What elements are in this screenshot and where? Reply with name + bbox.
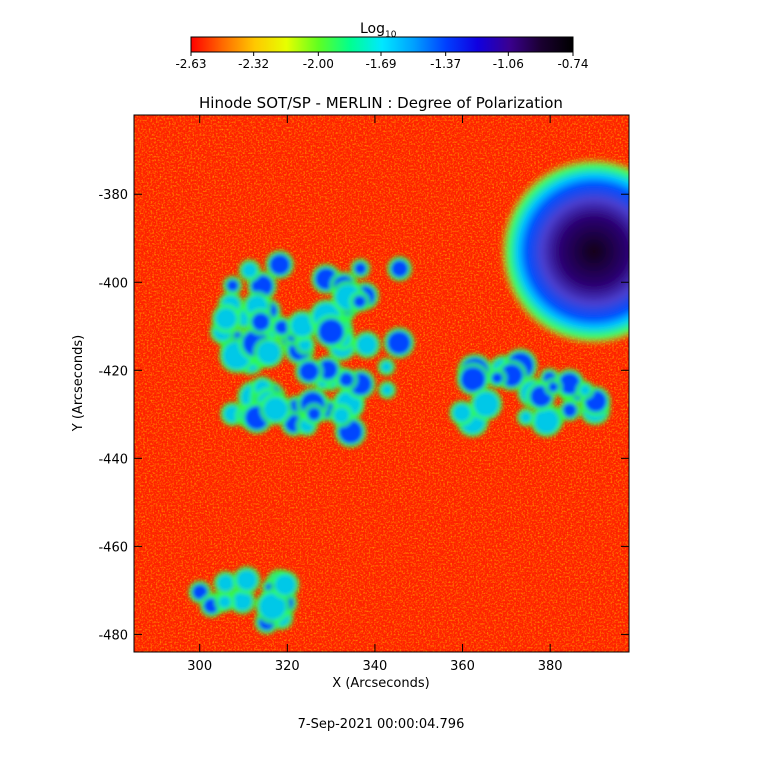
plage-core — [274, 320, 289, 335]
x-tick-label: 380 — [538, 659, 563, 674]
plage-core — [290, 314, 314, 337]
x-tick-label: 360 — [450, 659, 475, 674]
plage-core — [274, 574, 296, 596]
plage-core — [357, 334, 377, 355]
y-tick-label: -420 — [98, 364, 128, 379]
colorbar-tick-label: -2.32 — [238, 57, 269, 71]
plage-core — [269, 254, 291, 276]
plage-core — [354, 262, 367, 275]
plage-core — [558, 372, 581, 395]
plage-core — [192, 584, 208, 600]
plage-core — [307, 407, 321, 421]
x-axis-label: X (Arcseconds) — [332, 676, 429, 691]
plage-core — [562, 403, 577, 418]
colorbar-title: Log10 — [360, 21, 397, 40]
colorbar-tick-label: -1.69 — [365, 57, 396, 71]
plage-core — [251, 312, 271, 332]
footer-timestamp: 7-Sep-2021 00:00:04.796 — [298, 717, 465, 732]
plage-core — [381, 361, 392, 373]
plage-core — [226, 279, 239, 292]
plage-core — [390, 260, 409, 278]
colorbar-tick-label: -1.37 — [430, 57, 461, 71]
y-tick-label: -480 — [98, 628, 128, 643]
plage-core — [298, 338, 312, 351]
plage-core — [333, 407, 350, 424]
plage-core — [257, 340, 281, 364]
x-axis: 300 320 340 360 380 — [187, 115, 563, 674]
plage-core — [473, 391, 499, 417]
y-axis-label: Y (Arcseconds) — [71, 335, 86, 432]
y-tick-label: -440 — [98, 452, 128, 467]
colorbar-tick-label: -2.63 — [175, 57, 206, 71]
colorbar-ticks: -2.63 -2.32 -2.00 -1.69 -1.37 -1.06 -0.74 — [175, 52, 589, 71]
plage-core — [460, 366, 486, 392]
y-axis: -380 -400 -420 -440 -460 -480 — [98, 188, 629, 643]
plage-core — [381, 384, 393, 396]
plage-core — [217, 574, 234, 592]
plage-core — [534, 409, 559, 434]
plage-core — [317, 359, 338, 380]
plage-core — [215, 308, 237, 330]
colorbar-tick-label: -2.00 — [303, 57, 334, 71]
plage-core — [318, 318, 345, 345]
y-tick-label: -400 — [98, 276, 128, 291]
plage-core — [453, 404, 471, 422]
plage-core — [298, 361, 320, 382]
plage-core — [259, 593, 286, 620]
plage-core — [520, 411, 532, 423]
colorbar-tick-label: -1.06 — [493, 57, 524, 71]
x-tick-label: 320 — [275, 659, 300, 674]
plage-core — [491, 372, 503, 384]
plage-core — [218, 595, 232, 609]
plage-core — [353, 295, 366, 309]
plage-core — [263, 397, 288, 422]
plot-frame — [133, 114, 630, 653]
plage-core — [387, 330, 411, 355]
y-tick-label: -460 — [98, 540, 128, 555]
plage-core — [338, 372, 354, 387]
x-tick-label: 340 — [363, 659, 388, 674]
colorbar-tick-label: -0.74 — [557, 57, 588, 71]
heatmap-image — [134, 115, 629, 652]
plage-core — [236, 570, 257, 591]
x-tick-label: 300 — [187, 659, 212, 674]
colorbar — [190, 36, 574, 53]
plage-core — [251, 274, 274, 297]
plage-core — [548, 381, 559, 393]
plage-core — [242, 263, 257, 278]
plage-core — [579, 384, 591, 396]
sunspot-mark — [498, 156, 629, 347]
chart-title: Hinode SOT/SP - MERLIN : Degree of Polar… — [199, 94, 563, 112]
y-tick-label: -380 — [98, 188, 128, 203]
plage-core — [233, 591, 252, 611]
